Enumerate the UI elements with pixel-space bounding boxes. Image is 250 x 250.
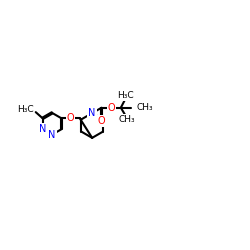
Text: O: O [66, 113, 74, 123]
Text: O: O [98, 116, 106, 126]
Text: H₃C: H₃C [17, 105, 33, 114]
Text: H₃C: H₃C [117, 91, 134, 100]
Text: CH₃: CH₃ [136, 103, 153, 112]
Text: CH₃: CH₃ [119, 115, 135, 124]
Text: O: O [108, 103, 115, 113]
Text: N: N [88, 108, 96, 118]
Text: N: N [39, 124, 46, 134]
Text: N: N [48, 130, 56, 140]
